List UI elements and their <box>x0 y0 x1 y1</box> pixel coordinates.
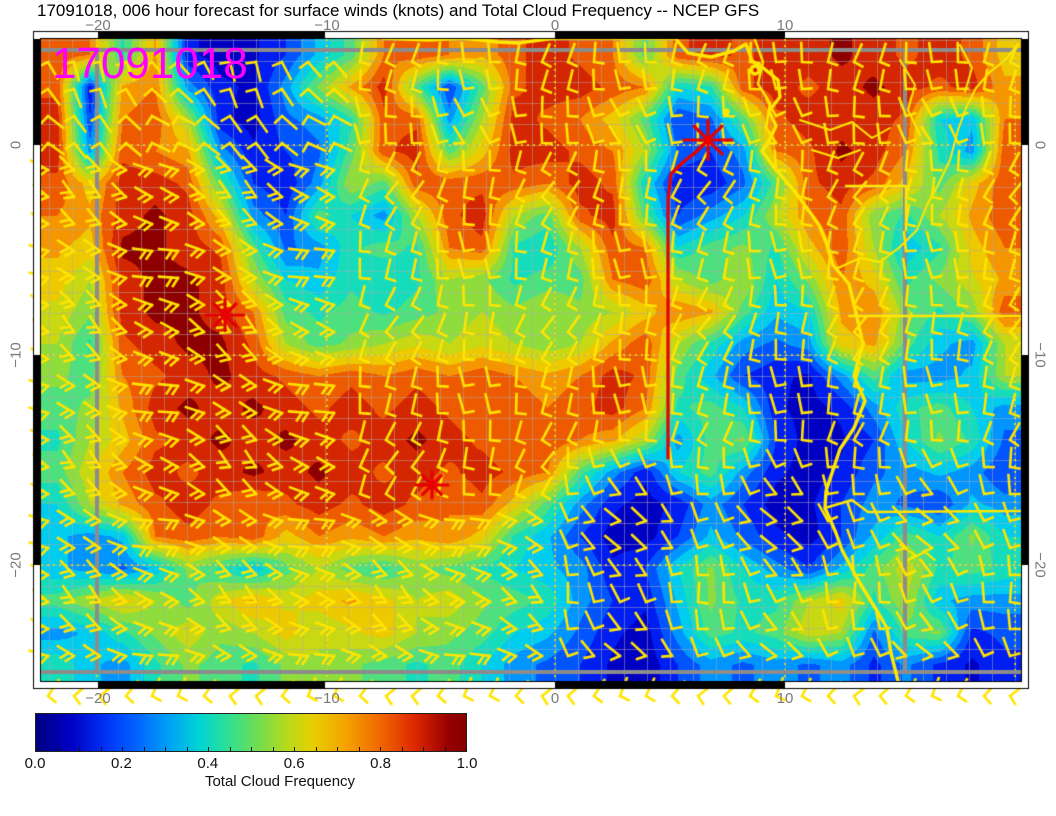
colorbar-tick-label: 0.0 <box>24 755 46 772</box>
colorbar-minor-tick <box>380 747 381 751</box>
colorbar-minor-tick <box>143 747 145 751</box>
colorbar <box>35 713 467 752</box>
colorbar-tick-label: 0.2 <box>110 755 132 772</box>
page-title: 17091018, 006 hour forecast for surface … <box>37 1 760 20</box>
axis-label-bottom: −10 <box>314 690 340 707</box>
axis-label-right: −20 <box>1031 552 1049 578</box>
axis-label-bottom: −20 <box>85 690 111 707</box>
axis-label-right: 0 <box>1031 140 1049 150</box>
colorbar-tick-label: 0.8 <box>370 755 392 772</box>
colorbar-minor-tick <box>315 747 317 751</box>
axis-label-bottom: 10 <box>776 690 794 707</box>
axis-label-top: 0 <box>550 17 560 34</box>
colorbar-minor-tick <box>165 747 166 751</box>
axis-label-right: −10 <box>1031 342 1049 368</box>
colorbar-minor-tick <box>401 747 403 751</box>
colorbar-minor-tick <box>79 747 80 751</box>
colorbar-minor-tick <box>423 747 424 751</box>
colorbar-minor-tick <box>208 747 209 751</box>
colorbar-tick-label: 0.4 <box>197 755 219 772</box>
colorbar-tick-label: 1.0 <box>456 755 478 772</box>
axis-label-top: −20 <box>85 17 111 34</box>
axis-label-left: −20 <box>7 552 25 578</box>
colorbar-minor-tick <box>272 747 274 751</box>
colorbar-title: Total Cloud Frequency <box>204 773 356 790</box>
colorbar-tick-label: 0.6 <box>283 755 305 772</box>
colorbar-minor-tick <box>444 747 446 751</box>
colorbar-minor-tick <box>186 747 188 751</box>
colorbar-minor-tick <box>358 747 360 751</box>
axis-label-top: −10 <box>314 17 340 34</box>
colorbar-minor-tick <box>100 747 102 751</box>
colorbar-minor-tick <box>122 747 123 751</box>
axis-label-left: −10 <box>7 342 25 368</box>
run-id-overlay: 17091018 <box>52 39 248 88</box>
colorbar-minor-tick <box>57 747 59 751</box>
colorbar-minor-tick <box>36 747 37 751</box>
colorbar-minor-tick <box>294 747 295 751</box>
colorbar-minor-tick <box>466 747 467 751</box>
axis-label-bottom: 0 <box>550 690 560 707</box>
colorbar-minor-tick <box>337 747 338 751</box>
colorbar-minor-tick <box>229 747 231 751</box>
axis-label-top: 10 <box>776 17 794 34</box>
axis-label-left: 0 <box>7 140 25 150</box>
colorbar-minor-tick <box>251 747 252 751</box>
